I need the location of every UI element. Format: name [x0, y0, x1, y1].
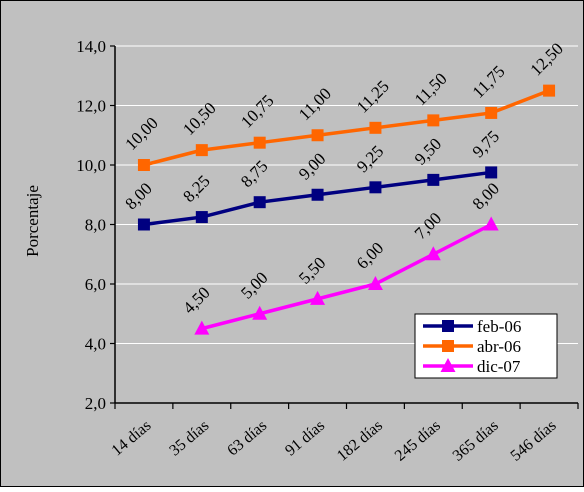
data-point: [427, 174, 439, 186]
y-tick-label: 6,0: [85, 275, 106, 294]
legend-label: dic-07: [477, 357, 521, 376]
data-point: [138, 219, 150, 231]
y-tick-label: 14,0: [76, 37, 106, 56]
data-point: [485, 166, 497, 178]
legend-marker: [442, 320, 454, 332]
data-point: [312, 189, 324, 201]
data-point: [312, 129, 324, 141]
y-axis-label: Porcentaje: [23, 185, 42, 257]
data-point: [138, 159, 150, 171]
data-point: [196, 144, 208, 156]
data-point: [254, 137, 266, 149]
data-point: [254, 196, 266, 208]
data-point: [196, 211, 208, 223]
y-tick-label: 12,0: [76, 97, 106, 116]
data-point: [427, 114, 439, 126]
data-point: [369, 122, 381, 134]
legend-label: feb-06: [477, 317, 521, 336]
y-tick-label: 8,0: [85, 216, 106, 235]
legend-marker: [442, 340, 454, 352]
data-point: [543, 85, 555, 97]
y-tick-label: 10,0: [76, 156, 106, 175]
y-tick-label: 2,0: [85, 394, 106, 413]
y-tick-label: 4,0: [85, 335, 106, 354]
legend-label: abr-06: [477, 337, 521, 356]
data-point: [369, 181, 381, 193]
data-point: [485, 107, 497, 119]
